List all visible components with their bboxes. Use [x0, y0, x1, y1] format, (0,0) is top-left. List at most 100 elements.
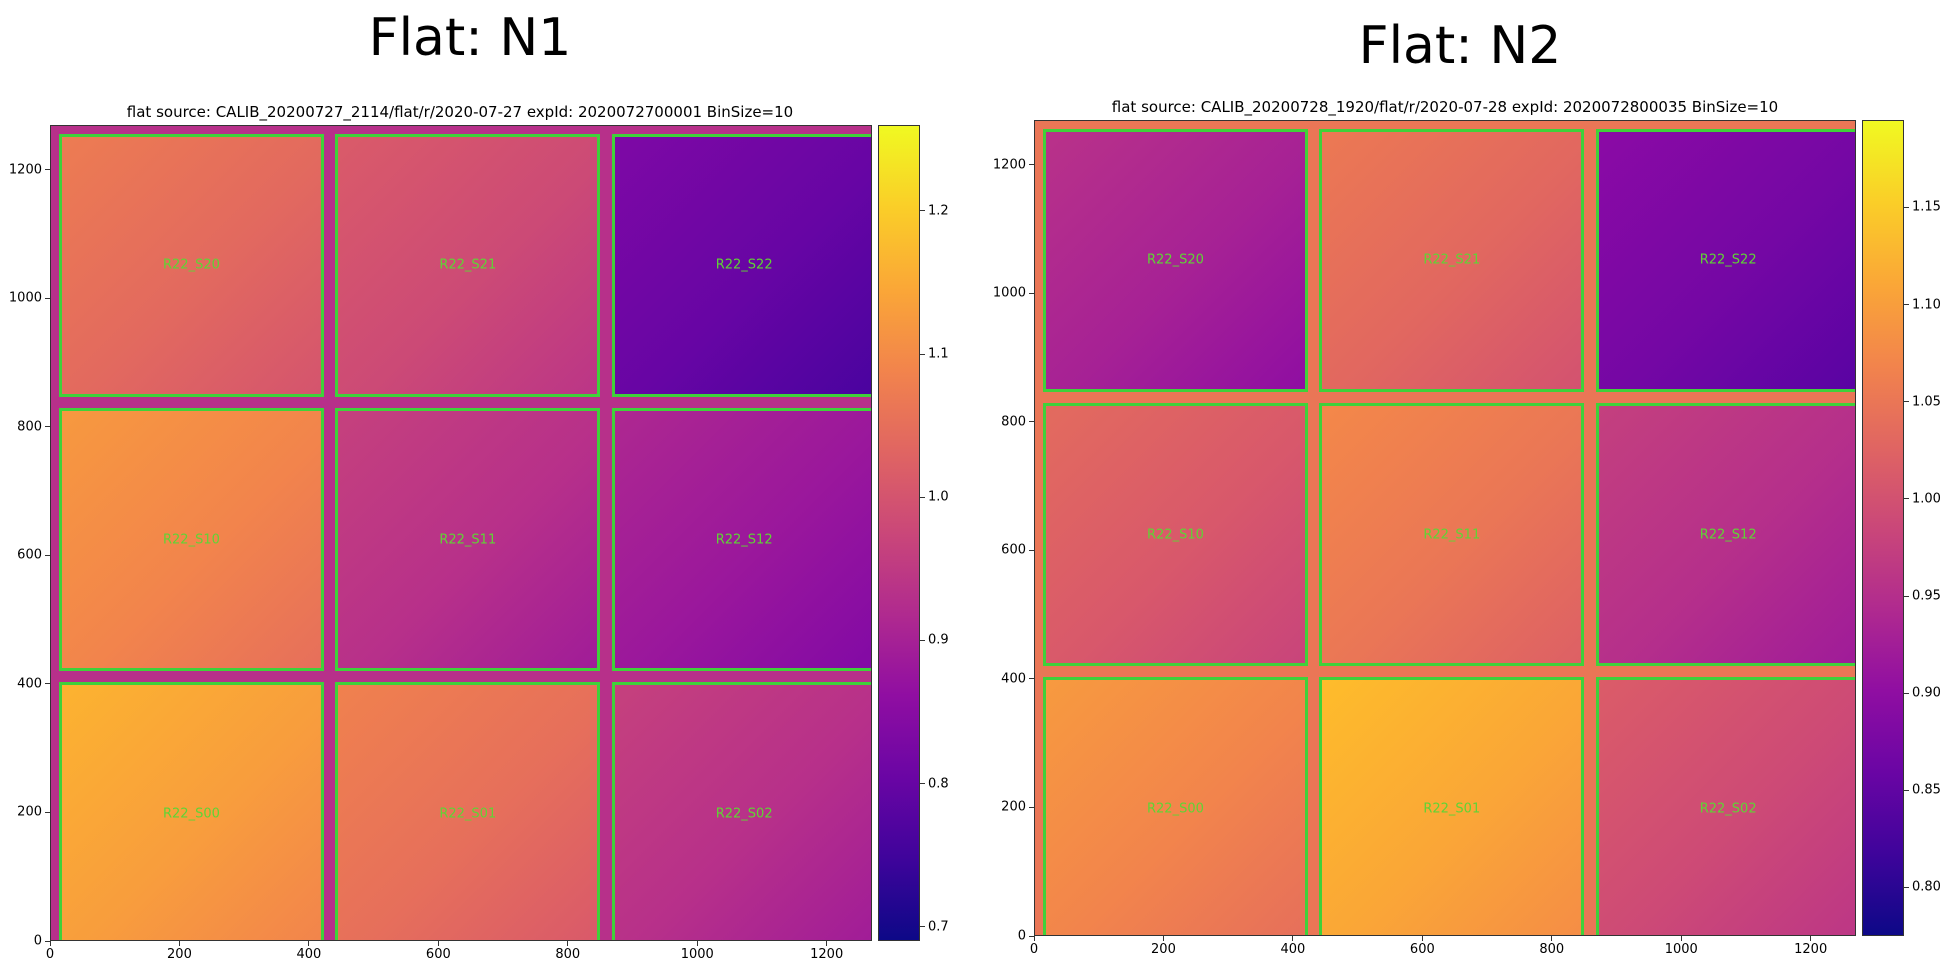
colorbar-tick-label: 1.0 [928, 489, 949, 505]
y-tick [45, 940, 50, 942]
x-tick-label: 600 [1409, 942, 1435, 957]
colorbar-tick-label: 1.00 [1912, 491, 1941, 507]
colorbar-tick-label: 1.05 [1912, 394, 1941, 410]
y-tick [1029, 678, 1034, 680]
ccd-tile-r22-s20: R22_S20 [1042, 128, 1309, 393]
x-tick [1680, 936, 1682, 941]
y-tick [1029, 164, 1034, 166]
ccd-tile-r22-s21: R22_S21 [1319, 128, 1585, 393]
ccd-tile-r22-s10: R22_S10 [58, 408, 325, 672]
colorbar-tick-label: 0.8 [928, 776, 949, 792]
ccd-tile-r22-s21: R22_S21 [335, 133, 601, 398]
ccd-label: R22_S10 [1147, 527, 1204, 543]
y-tick-label: 800 [17, 419, 42, 435]
colorbar-tick [1904, 595, 1909, 597]
colorbar-tick-label: 0.95 [1912, 588, 1941, 604]
x-tick [826, 941, 828, 946]
colorbar-tick-label: 1.10 [1912, 297, 1941, 313]
x-tick-label: 400 [296, 947, 322, 962]
colorbar-tick [1904, 789, 1909, 791]
colorbar-tick [920, 496, 925, 498]
ccd-label: R22_S00 [1147, 801, 1204, 817]
ccd-tile-r22-s01: R22_S01 [1319, 677, 1585, 935]
y-tick-label: 1200 [992, 157, 1026, 173]
ccd-tile-r22-s11: R22_S11 [335, 408, 601, 672]
y-tick-label: 800 [1001, 414, 1026, 430]
colorbar-tick [1904, 886, 1909, 888]
colorbar-tick [920, 210, 925, 212]
colorbar-tick-label: 0.7 [928, 919, 949, 935]
colorbar-tick [920, 353, 925, 355]
ccd-tile-r22-s12: R22_S12 [1595, 403, 1855, 667]
ccd-label: R22_S20 [1147, 252, 1204, 268]
ccd-tile-r22-s00: R22_S00 [58, 682, 325, 940]
x-tick-label: 600 [425, 947, 451, 962]
ccd-tile-r22-s02: R22_S02 [611, 682, 871, 940]
ccd-tile-r22-s10: R22_S10 [1042, 403, 1309, 667]
colorbar-tick [920, 926, 925, 928]
ccd-label: R22_S02 [1699, 801, 1757, 817]
figure-heading-right: Flat: N2 [1358, 16, 1562, 76]
ccd-tile-r22-s22: R22_S22 [1595, 128, 1855, 393]
y-tick [45, 297, 50, 299]
x-tick-label: 1200 [1794, 942, 1828, 957]
ccd-label: R22_S21 [1423, 252, 1481, 268]
y-tick-label: 600 [1001, 542, 1026, 558]
ccd-tile-r22-s12: R22_S12 [611, 408, 871, 672]
x-tick-label: 0 [1029, 942, 1039, 957]
colorbar-tick [1904, 304, 1909, 306]
figure-heading-left: Flat: N1 [368, 8, 572, 68]
colorbar-tick [920, 783, 925, 785]
ccd-label: R22_S12 [1699, 527, 1757, 543]
x-tick-label: 1200 [810, 947, 844, 962]
x-tick-label: 800 [1539, 942, 1565, 957]
plot-title: flat source: CALIB_20200728_1920/flat/r/… [1111, 98, 1779, 116]
y-tick [1029, 292, 1034, 294]
colorbar-tick-label: 1.2 [928, 203, 949, 219]
ccd-label: R22_S10 [163, 532, 220, 548]
colorbar-tick [920, 639, 925, 641]
x-tick-label: 400 [1280, 942, 1306, 957]
colorbar [1862, 120, 1904, 936]
y-tick [1029, 549, 1034, 551]
ccd-label: R22_S11 [1423, 527, 1481, 543]
x-tick [1162, 936, 1164, 941]
y-tick-label: 200 [1001, 799, 1026, 815]
ccd-label: R22_S21 [439, 257, 497, 273]
y-tick [45, 426, 50, 428]
y-tick [1029, 806, 1034, 808]
colorbar-tick-label: 0.85 [1912, 782, 1941, 798]
ccd-label: R22_S01 [1423, 801, 1481, 817]
y-tick [45, 811, 50, 813]
x-tick [696, 941, 698, 946]
plot-title: flat source: CALIB_20200727_2114/flat/r/… [126, 103, 794, 121]
x-tick [1292, 936, 1294, 941]
ccd-label: R22_S22 [1699, 252, 1757, 268]
y-tick-label: 1000 [992, 285, 1026, 301]
y-tick-label: 0 [33, 933, 42, 949]
ccd-label: R22_S12 [715, 532, 773, 548]
y-tick-label: 400 [1001, 671, 1026, 687]
y-tick-label: 0 [1017, 928, 1026, 944]
ccd-label: R22_S20 [163, 257, 220, 273]
x-tick-label: 0 [45, 947, 55, 962]
y-tick-label: 200 [17, 804, 42, 820]
y-tick [1029, 421, 1034, 423]
colorbar-tick-label: 1.1 [928, 346, 949, 362]
y-tick-label: 1200 [8, 162, 42, 178]
x-tick [437, 941, 439, 946]
ccd-label: R22_S22 [715, 257, 773, 273]
ccd-label: R22_S00 [163, 806, 220, 822]
ccd-tile-r22-s01: R22_S01 [335, 682, 601, 940]
x-tick-label: 200 [1151, 942, 1176, 957]
colorbar-tick-label: 0.90 [1912, 685, 1941, 701]
ccd-tile-r22-s00: R22_S00 [1042, 677, 1309, 935]
y-tick-label: 1000 [8, 290, 42, 306]
colorbar-tick [1904, 692, 1909, 694]
heatmap-axes: R22_S20 R22_S21 R22_S22 R22_S10 R22_S11 R22_S… [50, 125, 872, 941]
ccd-label: R22_S02 [715, 806, 773, 822]
colorbar-tick [1904, 206, 1909, 208]
colorbar-tick-label: 0.9 [928, 632, 949, 648]
x-tick-label: 1000 [1664, 942, 1698, 957]
heatmap-axes: R22_S20 R22_S21 R22_S22 R22_S10 R22_S11 R22_S… [1034, 120, 1856, 936]
